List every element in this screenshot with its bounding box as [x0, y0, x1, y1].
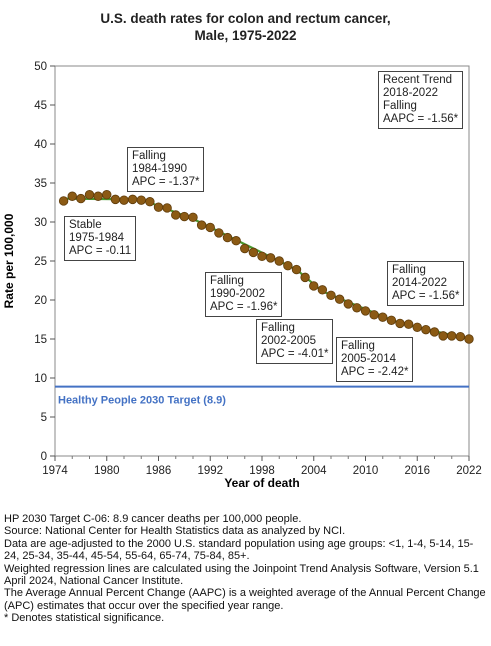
note-source: Source: National Center for Health Stati… [4, 525, 346, 538]
data-point [257, 251, 267, 262]
data-point [283, 260, 293, 271]
y-tick-label: 5 [41, 412, 47, 424]
x-tick-label: 2010 [353, 465, 379, 477]
data-point [248, 247, 259, 258]
data-point [455, 331, 466, 342]
note-aapc: The Average Annual Percent Change (AAPC)… [4, 587, 486, 612]
y-tick-label: 25 [34, 256, 47, 268]
data-point [378, 312, 388, 322]
data-point [84, 189, 95, 200]
x-axis-label: Year of death [224, 476, 299, 490]
data-point [171, 210, 181, 220]
annotation-1984-1990: Falling 1984-1990 APC = -1.37* [127, 147, 205, 192]
x-axis: 1974 1980 1986 1992 1998 2004 2010 2016 2022 [42, 456, 482, 477]
data-point [188, 212, 198, 223]
data-point [274, 256, 284, 266]
chart-area: U.S. death rates for colon and rectum ca… [2, 11, 482, 490]
data-point [222, 232, 233, 243]
note-target: HP 2030 Target C-06: 8.9 cancer deaths p… [4, 513, 302, 525]
x-tick-label: 1992 [197, 465, 223, 477]
data-point [162, 203, 172, 213]
data-point [369, 310, 379, 320]
data-point [67, 191, 77, 201]
y-tick-label: 50 [34, 61, 47, 73]
data-point [300, 272, 310, 283]
data-point [447, 331, 457, 341]
data-point [119, 195, 129, 205]
data-point [136, 195, 146, 205]
x-tick-label: 2022 [456, 465, 482, 477]
x-tick-label: 2004 [301, 465, 327, 477]
data-point [58, 196, 69, 206]
chart-title-line1: U.S. death rates for colon and rectum ca… [100, 11, 391, 26]
data-point [352, 303, 362, 313]
annotation-1975-1984: Stable 1975-1984 APC = -0.11 [64, 216, 137, 261]
y-tick-label: 15 [34, 334, 47, 346]
y-axis: 0 5 10 15 20 25 30 35 40 45 50 [34, 61, 55, 463]
chart-title-line2: Male, 1975-2022 [194, 28, 297, 43]
x-tick-label: 1998 [249, 465, 275, 477]
y-tick-label: 0 [41, 451, 47, 463]
data-point [403, 319, 414, 329]
data-point [412, 322, 422, 333]
data-point [360, 306, 371, 316]
data-point [214, 228, 224, 238]
data-point [145, 197, 155, 207]
annotation-recent-trend: Recent Trend 2018-2022 Falling AAPC = -1… [378, 71, 464, 129]
data-point [326, 290, 336, 301]
data-point [102, 189, 112, 200]
note-significance: * Denotes statistical significance. [4, 612, 165, 625]
data-point [127, 194, 138, 205]
y-tick-label: 35 [34, 178, 47, 190]
x-tick-label: 2016 [404, 465, 430, 477]
y-tick-label: 10 [34, 373, 47, 385]
data-point [110, 194, 121, 205]
data-point [76, 193, 86, 204]
data-point [93, 191, 103, 201]
data-point [429, 327, 440, 337]
y-tick-label: 45 [34, 100, 47, 112]
data-point [265, 253, 276, 263]
x-tick-label: 1974 [42, 465, 68, 477]
data-point [196, 220, 207, 230]
data-point [309, 281, 319, 291]
data-point [395, 318, 405, 329]
y-tick-label: 30 [34, 217, 47, 229]
x-tick-label: 1986 [146, 465, 172, 477]
annotation-2014-2022: Falling 2014-2022 APC = -1.56* [387, 261, 465, 306]
data-point [386, 315, 397, 325]
data-point [343, 299, 353, 309]
data-point [438, 331, 448, 341]
data-point [240, 243, 250, 254]
data-point [464, 334, 474, 344]
target-label: Healthy People 2030 Target (8.9) [58, 395, 226, 407]
chart-notes: HP 2030 Target C-06: 8.9 cancer deaths p… [4, 513, 486, 625]
data-point [317, 285, 328, 295]
y-axis-label: Rate per 100,000 [2, 213, 16, 308]
y-tick-label: 20 [34, 295, 47, 307]
annotation-2005-2014: Falling 2005-2014 APC = -2.42* [336, 337, 414, 382]
note-regression: Weighted regression lines are calculated… [4, 562, 479, 588]
data-point [179, 211, 190, 222]
x-tick-label: 1980 [94, 465, 120, 477]
y-tick-label: 40 [34, 139, 47, 151]
annotation-1990-2002: Falling 1990-2002 APC = -1.96* [205, 272, 283, 317]
data-points [58, 189, 474, 344]
annotation-2002-2005: Falling 2002-2005 APC = -4.01* [256, 319, 334, 364]
data-point [231, 236, 241, 246]
note-age-adjust: Data are age-adjusted to the 2000 U.S. s… [4, 537, 474, 563]
data-point [291, 264, 302, 275]
data-point [334, 294, 345, 304]
data-point [421, 324, 431, 335]
data-point [205, 222, 215, 233]
data-point [153, 202, 164, 212]
